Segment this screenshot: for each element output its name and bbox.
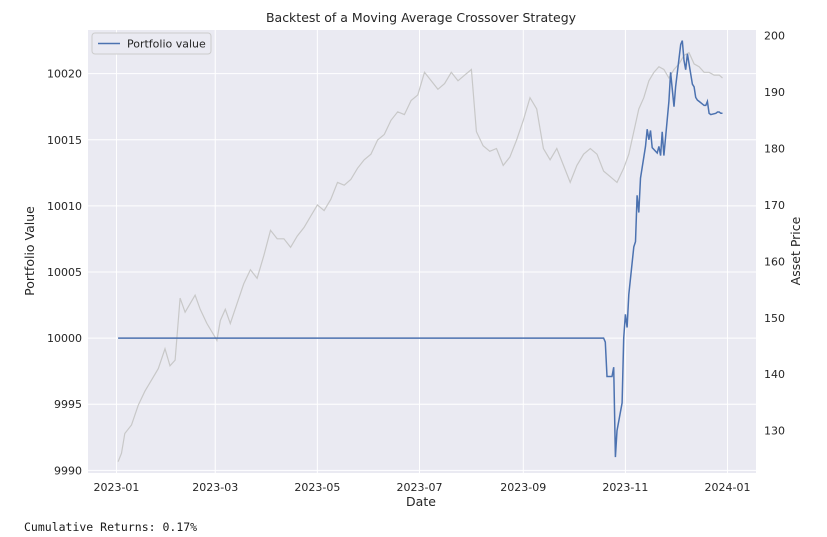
left-tick-label: 10005 [47,266,82,279]
right-tick-label: 140 [764,368,785,381]
left-tick-label: 10020 [47,68,82,81]
left-axis-ticks: 9990 9995 10000 10005 10010 10015 10020 [47,68,82,478]
x-axis-label: Date [406,494,436,509]
right-tick-label: 180 [764,143,785,156]
legend: Portfolio value [91,32,212,55]
right-tick-label: 200 [764,30,785,43]
plot-background [88,30,756,473]
right-tick-label: 190 [764,86,785,99]
right-tick-label: 170 [764,199,785,212]
right-tick-label: 150 [764,312,785,325]
left-tick-label: 9990 [54,464,82,477]
right-axis-ticks: 130 140 150 160 170 180 190 200 [764,30,785,438]
asset-price-series [117,51,723,462]
x-tick-label: 2024-01 [705,481,751,494]
portfolio-value-line [118,40,723,458]
x-tick-label: 2023-01 [93,481,139,494]
left-tick-label: 10000 [47,332,82,345]
x-tick-label: 2023-05 [294,481,340,494]
x-tick-label: 2023-09 [500,481,546,494]
x-tick-label: 2023-07 [397,481,443,494]
x-tick-label: 2023-03 [192,481,238,494]
left-axis-label: Portfolio Value [22,206,37,296]
left-tick-label: 9995 [54,398,82,411]
x-tick-label: 2023-11 [602,481,648,494]
x-axis-ticks: 2023-01 2023-03 2023-05 2023-07 2023-09 2023-… [93,481,750,494]
grid-lines [88,30,756,473]
legend-box [91,32,212,55]
chart-title: Backtest of a Moving Average Crossover S… [266,10,577,25]
legend-label: Portfolio value [127,38,206,51]
portfolio-value-series [118,40,723,458]
right-axis-label: Asset Price [788,216,803,285]
right-tick-label: 160 [764,255,785,268]
left-tick-label: 10010 [47,200,82,213]
left-tick-label: 10015 [47,134,82,147]
backtest-chart: 2023-01 2023-03 2023-05 2023-07 2023-09 2023-… [22,10,803,509]
right-tick-label: 130 [764,425,785,438]
cumulative-returns-text: Cumulative Returns: 0.17% [24,520,198,534]
asset-price-line [117,51,723,462]
